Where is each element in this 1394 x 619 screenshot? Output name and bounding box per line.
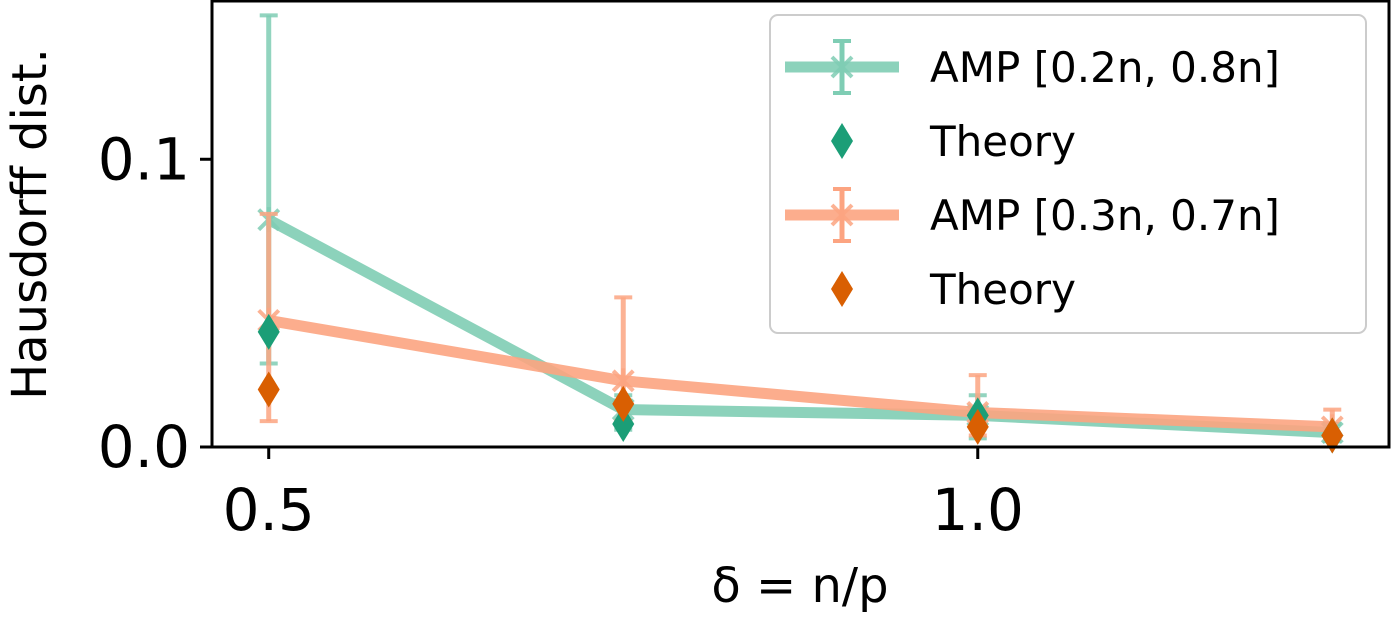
legend: AMP [0.2n, 0.8n] Theory AMP [0.3n, 0.7n]… <box>769 14 1367 334</box>
legend-box <box>769 14 1367 334</box>
legend-label-theory-02: Theory <box>929 117 1076 166</box>
legend-handle-0-marker <box>830 54 854 80</box>
x-tick-label-0: 0.5 <box>223 476 315 544</box>
x-axis-label: δ = n/p <box>711 558 888 614</box>
y-tick-label-1: 0.1 <box>98 125 190 193</box>
legend-handle-0-marker-shape <box>830 54 854 80</box>
y-axis-label: Hausdorff dist. <box>2 48 58 400</box>
legend-handle-1 <box>831 123 853 159</box>
legend-label-amp-02: AMP [0.2n, 0.8n] <box>930 43 1280 92</box>
series-3 <box>257 371 1344 454</box>
series-3-point-2 <box>966 408 989 445</box>
series-1-point-1 <box>612 405 635 442</box>
axes-frame <box>210 0 1391 449</box>
series-3-point-0 <box>257 371 280 408</box>
legend-handle-3 <box>831 271 853 307</box>
series-3-point-1 <box>612 385 635 422</box>
y-tick-label-0: 0.0 <box>98 413 190 481</box>
axes: 0.5 1.0 0.0 0.1 <box>98 125 1024 544</box>
plot-area <box>257 13 1344 454</box>
series-1 <box>257 313 1344 454</box>
legend-label-theory-03: Theory <box>929 265 1076 314</box>
legend-handle-0 <box>785 39 899 95</box>
series-3-point-3 <box>1321 417 1344 454</box>
series-2-line <box>267 314 1333 433</box>
legend-handle-2-marker <box>830 202 854 228</box>
legend-handle-2-marker-shape <box>830 202 854 228</box>
legend-handle-2 <box>785 187 899 243</box>
x-tick-label-1: 1.0 <box>932 476 1024 544</box>
legend-label-amp-03: AMP [0.3n, 0.7n] <box>930 191 1280 240</box>
series-1-point-0 <box>257 313 280 350</box>
